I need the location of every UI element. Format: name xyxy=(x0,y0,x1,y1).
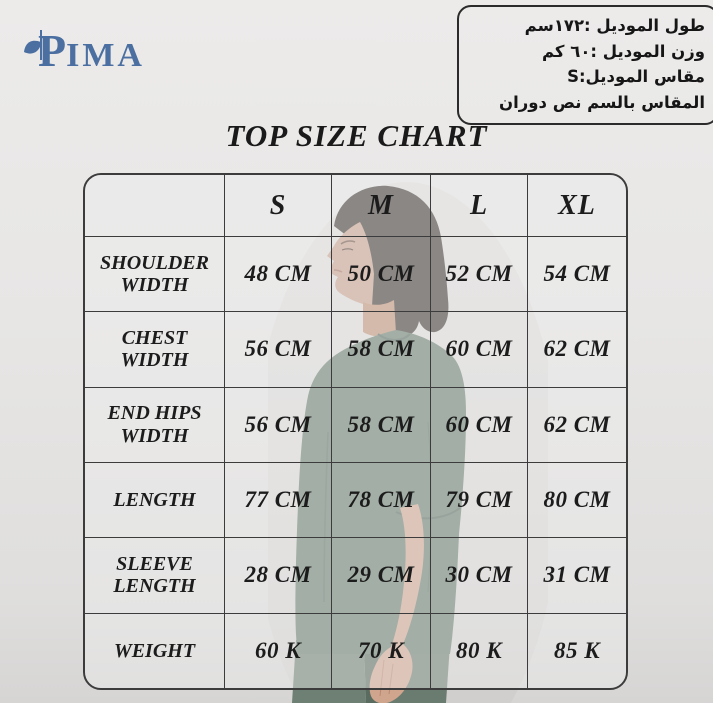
model-info-box: طول الموديل :١٧٢سم وزن الموديل :٦٠ كم مق… xyxy=(457,5,713,126)
row-label-weight: WEIGHT xyxy=(85,612,224,688)
cell-hips-l: 60 CM xyxy=(430,386,527,462)
cell-shoulder-s: 48 CM xyxy=(224,236,331,312)
row-label-chest-width: CHEST WIDTH xyxy=(85,311,224,387)
cell-weight-m: 70 K xyxy=(331,612,430,688)
cell-length-l: 79 CM xyxy=(430,462,527,538)
row-label-length: LENGTH xyxy=(85,462,224,538)
model-weight-line: وزن الموديل :٦٠ كم xyxy=(541,41,705,61)
cell-length-m: 78 CM xyxy=(331,462,430,538)
cell-weight-xl: 85 K xyxy=(527,612,626,688)
cell-sleeve-xl: 31 CM xyxy=(527,537,626,613)
cell-hips-xl: 62 CM xyxy=(527,386,626,462)
leaf-icon xyxy=(22,20,44,66)
cell-weight-s: 60 K xyxy=(224,612,331,688)
cell-sleeve-m: 29 CM xyxy=(331,537,430,613)
col-header-s: S xyxy=(224,175,331,236)
brand-initial: P xyxy=(38,25,67,76)
cell-sleeve-l: 30 CM xyxy=(430,537,527,613)
cell-shoulder-xl: 54 CM xyxy=(527,236,626,312)
model-height-line: طول الموديل :١٧٢سم xyxy=(524,16,705,35)
measure-note-line: المقاس بالسم نص دوران xyxy=(499,92,705,112)
cell-chest-m: 58 CM xyxy=(331,311,430,387)
cell-shoulder-l: 52 CM xyxy=(430,236,527,312)
col-header-xl: XL xyxy=(527,175,626,236)
col-header-m: M xyxy=(331,175,430,236)
cell-shoulder-m: 50 CM xyxy=(331,236,430,312)
page-title: TOP SIZE CHART xyxy=(225,118,488,153)
brand-name-rest: IMA xyxy=(66,37,145,74)
row-label-sleeve-length: SLEEVE LENGTH xyxy=(85,537,224,613)
brand-logo: P IMA xyxy=(22,20,145,74)
row-label-shoulder-width: SHOULDER WIDTH xyxy=(85,236,224,312)
cell-hips-s: 56 CM xyxy=(224,386,331,462)
row-label-end-hips-width: END HIPS WIDTH xyxy=(85,386,224,462)
cell-hips-m: 58 CM xyxy=(331,386,430,462)
model-size-line: مقاس الموديل:S xyxy=(567,67,705,87)
cell-length-xl: 80 CM xyxy=(527,462,626,538)
cell-chest-s: 56 CM xyxy=(224,311,331,387)
cell-chest-l: 60 CM xyxy=(430,311,527,387)
cell-chest-xl: 62 CM xyxy=(527,311,626,387)
col-header-l: L xyxy=(430,175,527,236)
cell-sleeve-s: 28 CM xyxy=(224,537,331,613)
cell-weight-l: 80 K xyxy=(430,612,527,688)
size-table: S M L XL SHOULDER WIDTH 48 CM 50 CM 52 C… xyxy=(83,173,628,690)
cell-length-s: 77 CM xyxy=(224,462,331,538)
col-header-empty xyxy=(85,175,224,236)
